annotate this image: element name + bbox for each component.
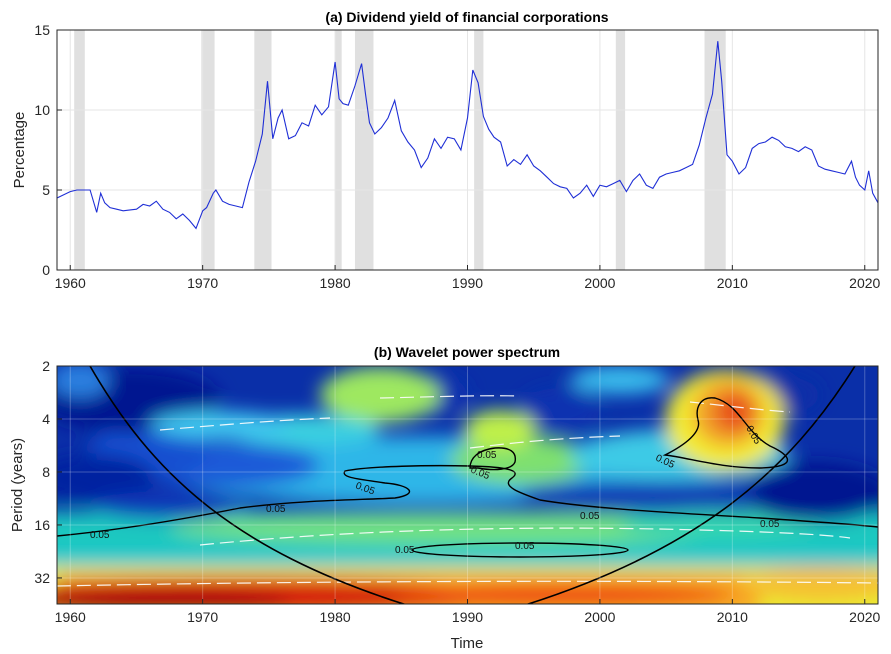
panel-a-title: (a) Dividend yield of financial corporat… (325, 9, 608, 25)
x-tick-label: 1960 (55, 609, 86, 625)
y-tick-label: 10 (34, 102, 50, 118)
x-tick-label: 2010 (717, 275, 748, 291)
y-tick-label: 5 (42, 182, 50, 198)
y-tick-label: 32 (34, 570, 50, 586)
contour-label: 0.05 (760, 519, 780, 530)
contour-label: 0.05 (266, 504, 286, 515)
cone-of-influence (525, 366, 856, 604)
recession-band (704, 30, 726, 270)
x-tick-label: 1970 (187, 275, 218, 291)
recession-band (201, 30, 215, 270)
x-tick-label: 2010 (717, 609, 748, 625)
y-tick-label: 8 (42, 464, 50, 480)
recession-band (474, 30, 484, 270)
panel-b-xlabel: Time (451, 635, 484, 652)
wavelet-heatmap: 0.05 0.05 0.05 0.05 0.05 0.05 0.05 0.05 … (57, 366, 878, 604)
x-tick-label: 1990 (452, 609, 483, 625)
x-tick-label: 1980 (320, 609, 351, 625)
cone-of-influence (89, 366, 407, 604)
x-tick-label: 1960 (55, 275, 86, 291)
x-tick-label: 1980 (320, 275, 351, 291)
recession-band (354, 30, 374, 270)
dividend-yield-line (57, 41, 878, 230)
panel-a-ylabel: Percentage (11, 112, 28, 189)
x-tick-label: 2020 (849, 275, 880, 291)
panel-b-ylabel: Period (years) (9, 438, 26, 532)
x-tick-label: 2020 (849, 609, 880, 625)
recession-band (254, 30, 272, 270)
panel-a-x-ticks: 1960 1970 1980 1990 2000 2010 2020 (55, 265, 881, 291)
recession-shading (74, 30, 726, 270)
y-tick-label: 0 (42, 262, 50, 278)
x-tick-label: 2000 (584, 609, 615, 625)
panel-a-y-ticks: 0 5 10 15 (34, 22, 62, 278)
recession-band (74, 30, 85, 270)
contour-label: 0.05 (515, 541, 535, 552)
y-tick-label: 16 (34, 517, 50, 533)
panel-b-grid (57, 365, 878, 604)
panel-b-y-ticks: 2 4 8 16 32 (34, 358, 62, 586)
x-tick-label: 1990 (452, 275, 483, 291)
x-tick-label: 1970 (187, 609, 218, 625)
contour-label: 0.05 (90, 530, 110, 541)
y-tick-label: 15 (34, 22, 50, 38)
panel-a: 1960 1970 1980 1990 2000 2010 2020 0 5 10 15 (a) … (11, 9, 881, 291)
contour-label: 0.05 (477, 450, 497, 461)
panel-b: 0.05 0.05 0.05 0.05 0.05 0.05 0.05 0.05 … (9, 344, 881, 652)
recession-band (615, 30, 626, 270)
panel-b-title: (b) Wavelet power spectrum (374, 344, 560, 360)
y-tick-label: 4 (42, 411, 50, 427)
panel-b-x-ticks: 1960 1970 1980 1990 2000 2010 2020 (55, 599, 881, 625)
contour-label: 0.05 (580, 511, 600, 522)
y-tick-label: 2 (42, 358, 50, 374)
significance-contours (57, 397, 878, 558)
x-tick-label: 2000 (584, 275, 615, 291)
contour-label: 0.05 (395, 545, 415, 556)
recession-band (335, 30, 342, 270)
